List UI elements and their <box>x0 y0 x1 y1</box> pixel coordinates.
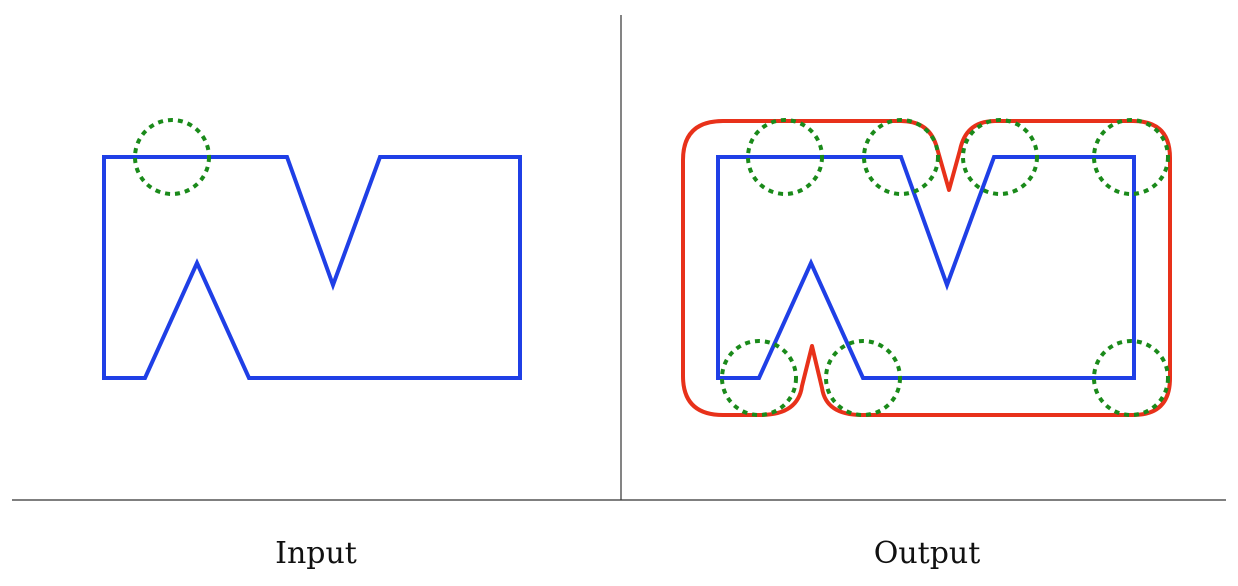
probe-circle <box>1092 339 1170 417</box>
input-panel <box>102 118 522 380</box>
input-probe-circle <box>133 118 211 196</box>
output-caption: Output <box>873 536 981 571</box>
input-polygon <box>102 155 522 380</box>
probe-circle <box>1092 118 1170 196</box>
offset-outline <box>681 119 1172 417</box>
output-polygon <box>716 155 1136 380</box>
probe-circle <box>862 118 940 196</box>
probe-circle <box>746 118 824 196</box>
probe-circle <box>824 339 902 417</box>
probe-circle <box>961 118 1039 196</box>
probe-circle <box>720 339 798 417</box>
output-panel <box>681 118 1172 417</box>
input-caption: Input <box>275 536 357 571</box>
